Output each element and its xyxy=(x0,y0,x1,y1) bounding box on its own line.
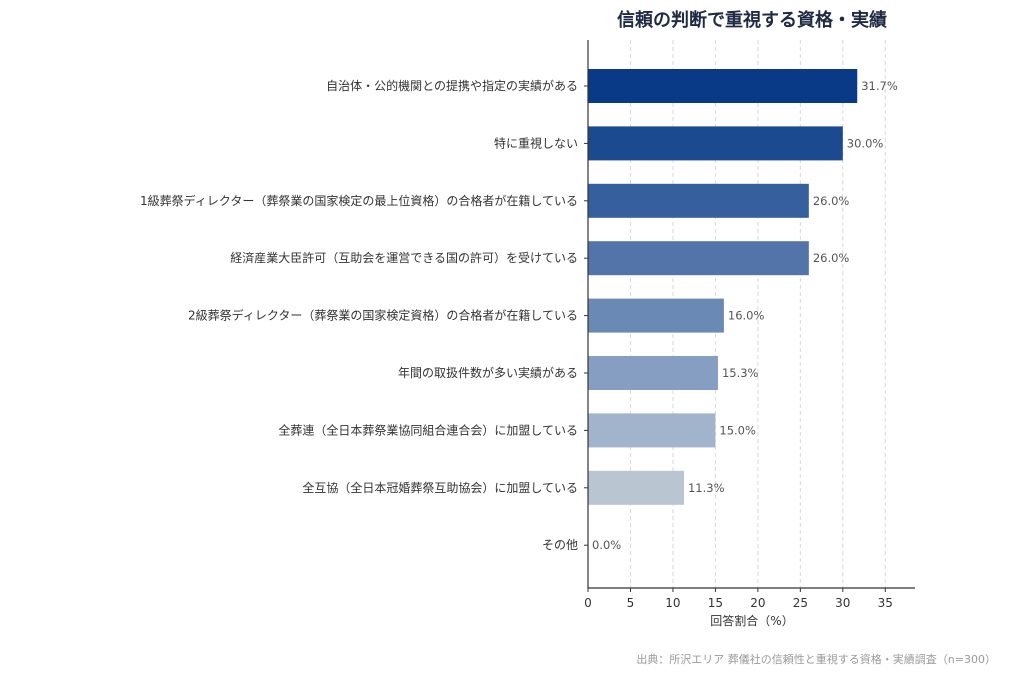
x-tick-label: 20 xyxy=(750,596,765,610)
chart-title: 信頼の判断で重視する資格・実績 xyxy=(617,9,887,31)
category-label: 自治体・公的機関との提携や指定の実績がある xyxy=(326,78,578,93)
category-label: 2級葬祭ディレクター（葬祭業の国家検定資格）の合格者が在籍している xyxy=(188,308,578,323)
source-note: 出典：所沢エリア 葬儀社の信頼性と重視する資格・実績調査（n=300） xyxy=(636,652,996,666)
bar xyxy=(588,413,716,448)
x-tick-label: 0 xyxy=(584,596,592,610)
category-label: 年間の取扱件数が多い実績がある xyxy=(398,365,578,380)
x-axis-label: 回答割合（%） xyxy=(710,613,793,628)
value-label: 15.0% xyxy=(719,423,756,437)
bar xyxy=(588,241,809,276)
bar xyxy=(588,470,684,505)
category-label: 特に重視しない xyxy=(494,135,578,150)
bar xyxy=(588,298,724,333)
x-tick-label: 5 xyxy=(627,596,635,610)
x-tick-label: 35 xyxy=(878,596,893,610)
value-label: 16.0% xyxy=(728,309,765,323)
category-label: 経済産業大臣許可（互助会を運営できる国の許可）を受けている xyxy=(230,250,578,265)
value-label: 30.0% xyxy=(847,136,884,150)
x-tick-label: 15 xyxy=(708,596,723,610)
category-label: その他 xyxy=(542,538,578,552)
axes xyxy=(584,40,915,592)
x-tick-label: 30 xyxy=(835,596,850,610)
x-tick-label: 10 xyxy=(665,596,680,610)
value-label: 15.3% xyxy=(722,366,759,380)
bars xyxy=(588,69,858,505)
value-label: 0.0% xyxy=(592,538,621,552)
value-label: 26.0% xyxy=(813,194,850,208)
category-label: 1級葬祭ディレクター（葬祭業の国家検定の最上位資格）の合格者が在籍している xyxy=(140,193,578,208)
category-label: 全葬連（全日本葬祭業協同組合連合会）に加盟している xyxy=(278,422,578,437)
bar xyxy=(588,183,809,218)
value-label: 26.0% xyxy=(813,251,850,265)
bar xyxy=(588,126,843,161)
labels: 自治体・公的機関との提携や指定の実績がある 31.7% 特に重視しない 30.0% 1級… xyxy=(140,78,898,610)
value-label: 11.3% xyxy=(688,481,725,495)
bar xyxy=(588,356,718,390)
category-label: 全互協（全日本冠婚葬祭互助協会）に加盟している xyxy=(302,480,578,495)
value-label: 31.7% xyxy=(861,79,898,93)
bar xyxy=(588,69,858,103)
x-tick-label: 25 xyxy=(793,596,808,610)
